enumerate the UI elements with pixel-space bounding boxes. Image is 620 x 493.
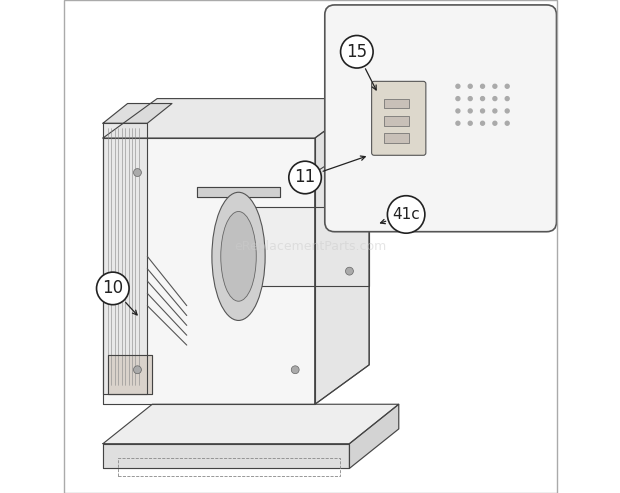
Bar [384, 133, 409, 143]
Polygon shape [103, 138, 315, 404]
Circle shape [480, 97, 484, 101]
Circle shape [468, 121, 472, 125]
Circle shape [97, 272, 129, 305]
Circle shape [505, 121, 509, 125]
Circle shape [456, 84, 460, 88]
Circle shape [456, 121, 460, 125]
Text: 10: 10 [102, 280, 123, 297]
Polygon shape [315, 138, 369, 404]
Circle shape [289, 161, 321, 194]
Polygon shape [241, 207, 369, 286]
Circle shape [505, 109, 509, 113]
Text: 15: 15 [347, 43, 368, 61]
Text: 41c: 41c [392, 207, 420, 222]
Circle shape [480, 121, 484, 125]
Circle shape [493, 84, 497, 88]
Circle shape [468, 109, 472, 113]
Polygon shape [315, 99, 369, 404]
FancyBboxPatch shape [325, 5, 557, 232]
Circle shape [493, 109, 497, 113]
Circle shape [456, 97, 460, 101]
Polygon shape [108, 355, 153, 394]
Circle shape [340, 35, 373, 68]
Circle shape [493, 121, 497, 125]
Circle shape [291, 366, 299, 374]
Circle shape [505, 97, 509, 101]
Bar [384, 99, 409, 108]
Circle shape [345, 267, 353, 275]
Circle shape [480, 84, 484, 88]
Circle shape [388, 196, 425, 233]
FancyBboxPatch shape [371, 81, 426, 155]
Polygon shape [197, 187, 280, 197]
Circle shape [468, 97, 472, 101]
Ellipse shape [221, 211, 256, 301]
Polygon shape [103, 123, 148, 394]
Circle shape [480, 109, 484, 113]
Polygon shape [103, 404, 399, 444]
Polygon shape [103, 104, 172, 123]
Bar [384, 116, 409, 126]
Circle shape [456, 109, 460, 113]
Polygon shape [355, 44, 522, 192]
Circle shape [493, 97, 497, 101]
Polygon shape [350, 404, 399, 468]
Polygon shape [355, 173, 522, 192]
Circle shape [505, 84, 509, 88]
Text: 11: 11 [294, 169, 316, 186]
Polygon shape [103, 99, 369, 138]
Ellipse shape [212, 192, 265, 320]
Polygon shape [103, 444, 350, 468]
Circle shape [133, 169, 141, 176]
Circle shape [468, 84, 472, 88]
Circle shape [133, 366, 141, 374]
Text: eReplacementParts.com: eReplacementParts.com [234, 240, 386, 253]
